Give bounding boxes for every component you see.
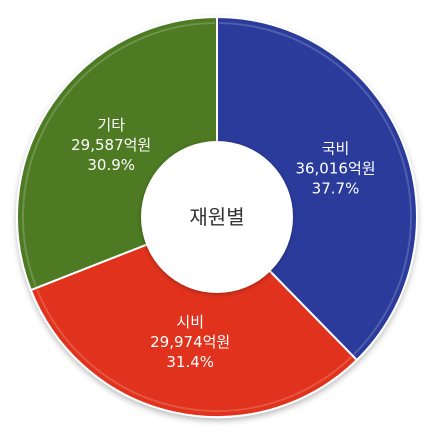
slice-2-percent-label: 30.9% [87,156,135,174]
slices-group [16,15,418,418]
slice-2-amount-label: 29,587억원 [71,136,151,154]
slice-1-amount-label: 29,974억원 [150,333,230,351]
slice-2-highlight [22,22,216,287]
center-label: 재원별 [189,205,244,229]
slice-1-percent-label: 31.4% [166,353,214,371]
slice-1-name: 시비 [176,313,204,331]
slice-1 [29,215,359,418]
slice-2-name: 기타 [97,116,125,134]
slice-0-percent-label: 37.7% [312,180,360,198]
slice-0-name: 국비 [322,140,350,158]
labels-group: 국비 36,016억원 37.7% 시비 29,974억원 31.4% 기타 29,587억원… [71,116,375,371]
center-hole [141,141,293,293]
slice-1-highlight [36,289,352,412]
slice-0-amount-label: 36,016억원 [295,160,375,178]
slice-0-highlight [218,22,412,356]
slice-0 [216,15,418,362]
